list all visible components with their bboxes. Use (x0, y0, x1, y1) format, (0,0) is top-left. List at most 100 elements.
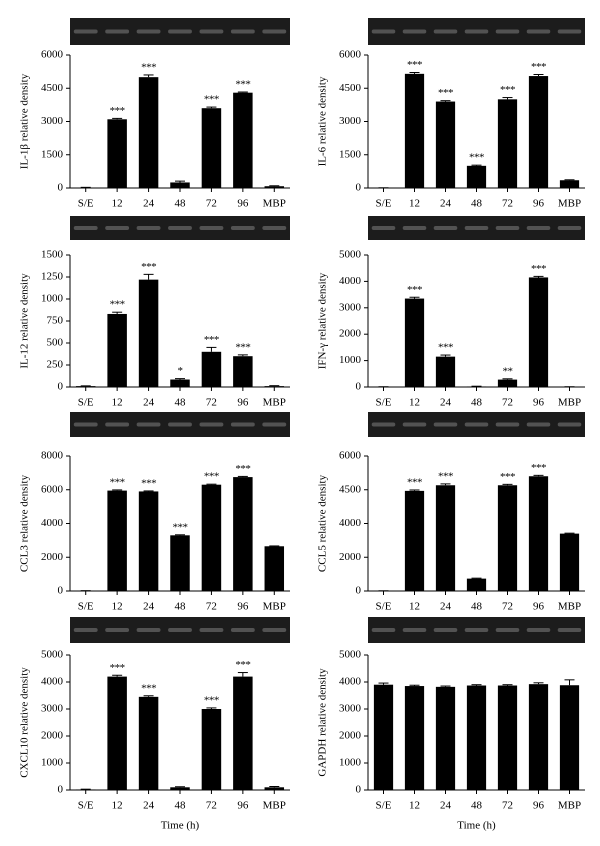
gel-band (230, 422, 255, 427)
gel-band (73, 226, 98, 230)
x-tick-label: S/E (376, 800, 392, 812)
significance-label: *** (531, 61, 546, 73)
bar (497, 379, 518, 387)
bar (435, 101, 456, 188)
significance-label: *** (438, 87, 453, 99)
x-tick-label: 72 (502, 800, 513, 812)
gel-band (105, 422, 130, 427)
bar (435, 356, 456, 387)
error-bar (206, 106, 217, 109)
gel-band (526, 29, 551, 34)
x-tick-label: S/E (376, 198, 392, 210)
x-tick-label: 12 (112, 198, 123, 210)
significance-label: *** (110, 105, 125, 117)
error-bar (206, 707, 217, 709)
gel-band (464, 628, 489, 632)
bar (466, 578, 487, 591)
significance-label: *** (531, 462, 546, 474)
y-tick-label: 1500 (41, 249, 64, 261)
x-tick-label: 24 (143, 397, 155, 409)
x-tick-label: 72 (206, 800, 217, 812)
bar (435, 485, 456, 591)
error-bar (440, 685, 451, 687)
x-tick-label: 96 (533, 800, 545, 812)
error-bar (112, 489, 123, 491)
x-tick-label: S/E (376, 601, 392, 613)
error-bar (143, 490, 154, 492)
x-tick-label: 24 (440, 198, 452, 210)
error-bar (269, 785, 280, 788)
significance-label: *** (173, 521, 188, 533)
x-tick-label: 48 (175, 601, 187, 613)
y-axis-label: IFN-γ relative density (317, 272, 329, 369)
significance-label: *** (204, 694, 219, 706)
error-bar (409, 489, 420, 491)
bar (264, 546, 285, 591)
bar (138, 696, 159, 790)
bar (435, 686, 456, 790)
bar (264, 386, 285, 387)
gel-band (73, 29, 98, 34)
significance-label: *** (141, 682, 156, 694)
significance-label: ** (503, 365, 513, 377)
gel-band (433, 226, 458, 230)
bar (404, 686, 425, 790)
gel-band (230, 628, 255, 632)
y-tick-label: 0 (356, 381, 362, 393)
y-axis-label: CCL5 relative density (317, 474, 329, 572)
bar (107, 676, 127, 790)
bar (170, 787, 190, 790)
significance-label: *** (235, 79, 250, 91)
y-tick-label: 6000 (339, 450, 362, 462)
bar (466, 685, 487, 790)
significance-label: *** (141, 61, 156, 73)
significance-label: *** (531, 263, 546, 275)
x-tick-label: 48 (175, 397, 187, 409)
bar (528, 476, 549, 591)
x-tick-label: 72 (206, 601, 217, 613)
y-tick-label: 8000 (41, 450, 64, 462)
error-bar (533, 74, 544, 77)
significance-label: *** (141, 477, 156, 489)
error-bar (378, 682, 389, 685)
y-axis-label: IL-6 relative density (317, 76, 329, 166)
bar (466, 165, 487, 188)
x-tick-label: 72 (502, 198, 513, 210)
error-bar (112, 117, 123, 120)
bar (264, 787, 285, 790)
bar (233, 92, 253, 188)
error-bar (143, 695, 154, 697)
x-tick-label: 12 (112, 397, 123, 409)
error-bar (533, 682, 544, 685)
bar (138, 491, 159, 591)
gel-band (402, 29, 427, 34)
error-bar (143, 273, 154, 280)
y-tick-label: 4500 (41, 82, 64, 94)
y-tick-label: 2000 (41, 730, 64, 742)
gel-band (168, 628, 192, 632)
x-tick-label: MBP (558, 601, 581, 613)
bar (138, 77, 159, 188)
bar (233, 477, 253, 591)
gel-band (105, 628, 130, 632)
gel-band (199, 29, 224, 34)
bar (528, 684, 549, 790)
x-tick-label: 24 (440, 601, 452, 613)
y-tick-label: 5000 (339, 249, 362, 261)
x-tick-label: S/E (78, 198, 94, 210)
x-tick-label: 96 (533, 397, 545, 409)
gel-band (557, 422, 582, 427)
bar (264, 186, 285, 188)
bar (559, 685, 580, 790)
significance-label: *** (204, 471, 219, 483)
y-tick-label: 1000 (41, 293, 64, 305)
bar (528, 277, 549, 387)
y-tick-label: 1500 (41, 148, 64, 160)
bar (497, 99, 518, 188)
y-tick-label: 4000 (41, 676, 64, 688)
y-tick-label: 6000 (41, 483, 64, 495)
bar (170, 535, 190, 591)
bar (107, 119, 127, 188)
x-tick-label: 24 (440, 397, 452, 409)
x-tick-label: MBP (263, 397, 286, 409)
